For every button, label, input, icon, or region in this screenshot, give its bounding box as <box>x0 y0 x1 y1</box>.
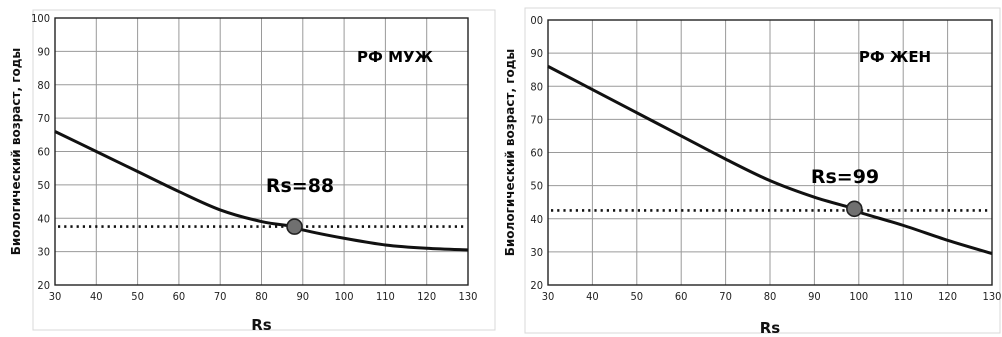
chart-outer-border <box>524 7 1001 334</box>
x-tick-label: 90 <box>297 290 310 303</box>
y-tick-label: 70 <box>530 113 543 126</box>
x-tick-label: 120 <box>938 290 957 303</box>
x-tick-label: 100 <box>849 290 868 303</box>
chart-title: РФ ЖЕН <box>859 48 931 66</box>
x-tick-label: 70 <box>214 290 227 303</box>
y-tick-label: 80 <box>37 79 50 92</box>
y-tick-label: 90 <box>37 45 50 58</box>
x-tick-label: 40 <box>90 290 103 303</box>
x-tick-label: 70 <box>719 290 732 303</box>
y-tick-label: 50 <box>37 179 50 192</box>
x-tick-label: 90 <box>808 290 821 303</box>
y-axis-label: Биологический возраст, годы <box>9 48 23 256</box>
x-tick-label: 30 <box>49 290 62 303</box>
x-tick-label: 110 <box>894 290 913 303</box>
x-tick-label: 60 <box>675 290 688 303</box>
x-tick-label: 130 <box>983 290 1002 303</box>
chart-title: РФ МУЖ <box>357 48 434 66</box>
x-tick-label: 50 <box>131 290 144 303</box>
y-tick-label: 20 <box>530 279 543 292</box>
y-tick-label: 100 <box>31 12 50 25</box>
x-axis-label: Rs <box>251 316 272 334</box>
x-tick-label: 30 <box>542 290 555 303</box>
highlight-point <box>846 200 863 218</box>
series-line <box>547 65 993 255</box>
point-annotation: Rs=99 <box>811 166 879 188</box>
chart-panel-right: 30 40 50 60 70 80 90 100 110 120 130 20 30 40 50 60 70 80… <box>500 0 1002 337</box>
y-tick-label: 60 <box>530 147 543 160</box>
y-axis-label: Биологический возраст, годы <box>503 49 517 257</box>
x-tick-label: 50 <box>631 290 644 303</box>
y-tick-label: 40 <box>37 212 50 225</box>
chart-outer-border <box>32 9 496 331</box>
x-tick-label: 80 <box>255 290 268 303</box>
y-tick-label: 90 <box>530 47 543 60</box>
chart-right: 30 40 50 60 70 80 90 100 110 120 13020304050607080… <box>503 7 1002 337</box>
y-tick-label: 40 <box>530 213 543 226</box>
point-annotation: Rs=88 <box>266 175 334 197</box>
series-line <box>54 130 469 252</box>
x-axis-label: Rs <box>760 319 781 337</box>
y-tick-label: 30 <box>530 246 543 259</box>
chart-left: 30 40 50 60 70 80 90 100 110 120 13020304050607080… <box>9 9 496 334</box>
x-tick-label: 60 <box>173 290 186 303</box>
y-tick-label: 80 <box>530 80 543 93</box>
highlight-point <box>286 218 303 235</box>
y-tick-label: 70 <box>37 112 50 125</box>
x-tick-label: 110 <box>376 290 395 303</box>
plot-frame <box>547 19 993 286</box>
y-tick-label: 60 <box>37 146 50 159</box>
x-tick-label: 120 <box>417 290 436 303</box>
y-tick-label: 50 <box>530 180 543 193</box>
x-tick-label: 80 <box>764 290 777 303</box>
plot-frame <box>54 17 469 286</box>
y-tick-label: 00 <box>530 14 543 27</box>
x-tick-label: 100 <box>335 290 354 303</box>
x-tick-label: 130 <box>459 290 478 303</box>
y-tick-label: 20 <box>37 279 50 292</box>
chart-panel-left: 30 40 50 60 70 80 90 100 110 120 130 20 30 40 50 60 70 80… <box>0 0 500 337</box>
x-tick-label: 40 <box>586 290 599 303</box>
y-tick-label: 30 <box>37 246 50 259</box>
